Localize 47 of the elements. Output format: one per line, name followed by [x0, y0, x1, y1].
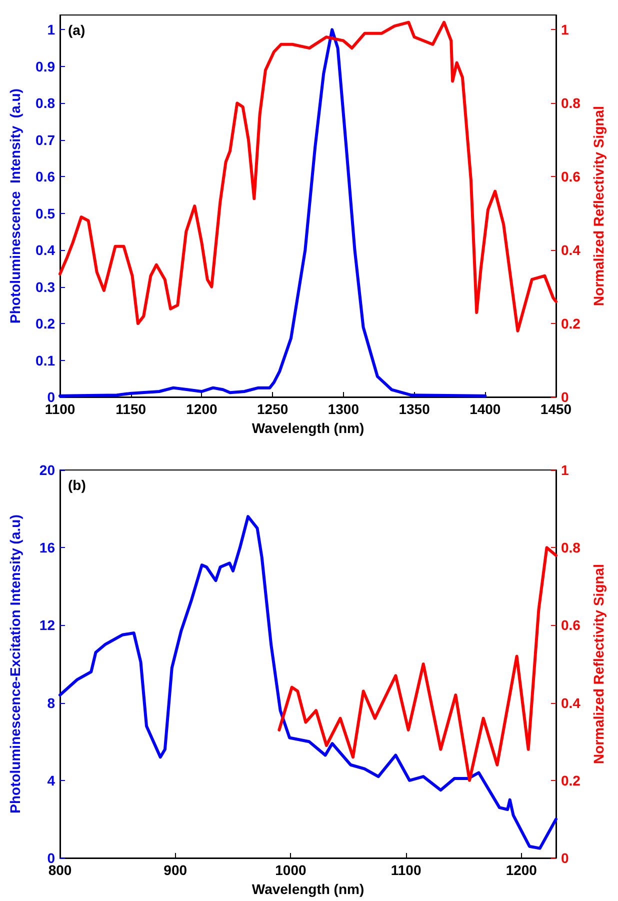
y-tick-label: 1	[47, 22, 56, 38]
y2-tick-label: 0.2	[561, 316, 581, 332]
x-tick-label: 1150	[116, 401, 146, 417]
y-tick-label: 0.1	[36, 352, 56, 368]
y2-tick-label: 0	[561, 850, 569, 866]
y-tick-label: 0.3	[36, 278, 56, 295]
y-tick-label: 0.7	[36, 132, 56, 148]
line-series	[58, 515, 558, 850]
x-tick-label: 1300	[328, 401, 360, 417]
y2-tick-label: 0.6	[561, 168, 581, 185]
y-tick-label: 8	[47, 694, 56, 711]
x-tick-label: 1350	[398, 401, 430, 417]
annotation: (a)	[68, 22, 86, 38]
y-tick-label: 12	[39, 617, 56, 634]
y2-axis-title: Normalized Reflectivity Signal	[590, 564, 606, 764]
y-tick-label: 0.2	[36, 316, 56, 332]
y-tick-label: 0.5	[36, 205, 56, 222]
y2-tick-label: 1	[561, 22, 569, 38]
y-tick-label: 0.6	[36, 168, 56, 185]
y-tick-label: 4	[47, 772, 56, 788]
y-axis-title: Photoluminescence Intensity (a.u)	[7, 88, 23, 324]
y2-tick-label: 0.8	[561, 540, 581, 556]
x-tick-label: 1400	[470, 401, 501, 417]
x-tick-label: 1200	[506, 862, 538, 878]
x-tick-label: 1250	[256, 401, 288, 417]
y-tick-label: 0.9	[36, 58, 56, 74]
y-axis-title: Photoluminescence-Excitation Intensity (a.u)	[7, 514, 23, 814]
x-axis-title: Wavelength (nm)	[252, 881, 364, 897]
line-series	[278, 546, 558, 782]
y-tick-label: 0.8	[36, 95, 56, 112]
y-tick-label: 0.4	[36, 242, 56, 258]
annotation: (b)	[68, 477, 86, 493]
y-tick-label: 16	[39, 540, 56, 556]
y2-axis-title: Normalized Reflectivity Signal	[590, 106, 606, 306]
y2-tick-label: 0.8	[561, 95, 581, 112]
x-tick-label: 1100	[390, 862, 422, 878]
line-series	[58, 20, 558, 332]
x-tick-label: 1200	[186, 401, 218, 417]
x-tick-label: 900	[164, 862, 188, 878]
x-axis-title: Wavelength (nm)	[252, 420, 364, 436]
y2-tick-label: 1	[561, 462, 569, 478]
y-tick-label: 20	[39, 462, 56, 478]
y2-tick-label: 0.6	[561, 617, 581, 634]
y2-tick-label: 0.4	[561, 694, 581, 711]
y2-tick-label: 0.2	[561, 772, 581, 788]
x-tick-label: 1000	[275, 862, 306, 878]
y2-tick-label: 0.4	[561, 242, 581, 258]
